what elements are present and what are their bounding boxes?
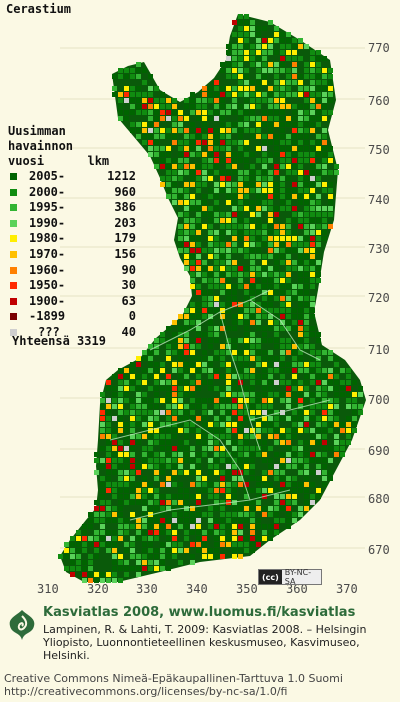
legend-row: -1899 0: [8, 309, 136, 325]
north-coordinate-label: 760: [368, 94, 390, 108]
north-coordinate-label: 680: [368, 492, 390, 506]
north-coordinate-label: 700: [368, 393, 390, 407]
legend-swatch: [10, 282, 17, 290]
legend-swatch: [10, 204, 17, 212]
footer-title: Kasviatlas 2008, www.luomus.fi/kasviatla…: [43, 605, 356, 620]
north-coordinate-label: 730: [368, 242, 390, 256]
east-coordinate-label: 370: [336, 582, 358, 596]
north-coordinate-label: 720: [368, 291, 390, 305]
east-coordinate-label: 330: [136, 582, 158, 596]
east-coordinate-label: 360: [286, 582, 308, 596]
kasviatlas-logo-icon: [9, 610, 35, 640]
legend-row: 1960- 90: [8, 262, 136, 279]
legend-swatch: [10, 313, 17, 321]
east-coordinate-label: 350: [236, 582, 258, 596]
legend-row: 1950- 30: [8, 278, 136, 294]
legend-count: 156: [114, 246, 136, 261]
north-coordinate-label: 750: [368, 143, 390, 157]
legend-total: Yhteensä 3319: [12, 334, 106, 348]
legend-heading-2: havainnon: [8, 139, 74, 153]
legend-count: 386: [114, 200, 136, 215]
legend-count: 960: [114, 184, 136, 199]
legend-row: 1995- 386: [8, 200, 136, 216]
legend-count: 90: [121, 262, 136, 277]
legend-count: 179: [114, 231, 136, 246]
east-coordinate-label: 310: [37, 582, 59, 596]
footer-citation: Lampinen, R. & Lahti, T. 2009: Kasviatla…: [43, 623, 367, 662]
legend-year: 2000-: [29, 184, 66, 199]
observation-cells: [58, 14, 363, 583]
license-text: Creative Commons Nimeä-Epäkaupallinen-Ta…: [4, 672, 343, 685]
legend-count: 203: [114, 215, 136, 230]
legend-year: 2005-: [29, 169, 66, 183]
legend-row: 2000- 960: [8, 184, 136, 201]
legend-year: ???: [38, 324, 60, 339]
legend-swatch: [10, 297, 17, 305]
legend-year: -1899: [29, 309, 66, 324]
east-coordinate-label: 340: [186, 582, 208, 596]
legend-heading-3: vuosi lkm: [8, 154, 110, 168]
species-title: Cerastium: [6, 2, 72, 16]
legend-swatch: [10, 266, 17, 274]
legend-count: 63: [121, 293, 136, 308]
footer: Kasviatlas 2008, www.luomus.fi/kasviatla…: [0, 602, 400, 702]
legend-row: 2005- 1212: [8, 169, 136, 185]
legend-swatch: [10, 250, 17, 258]
legend-swatch: [10, 235, 17, 243]
legend-swatch: [10, 173, 17, 180]
legend-swatch: [10, 188, 17, 196]
cc-icon: (cc): [259, 570, 282, 584]
north-coordinate-label: 670: [368, 543, 390, 557]
legend-count: 1212: [107, 169, 136, 183]
legend-swatch: [10, 328, 17, 336]
cc-badge-text: BY-NC-SA: [284, 568, 312, 586]
legend-year: 1990-: [29, 215, 66, 230]
legend-row: 1900- 63: [8, 293, 136, 310]
legend-row: 1980- 179: [8, 231, 136, 247]
legend-count: 30: [121, 278, 136, 293]
legend-year: 1900-: [29, 293, 66, 308]
legend-year: 1960-: [29, 262, 66, 277]
north-coordinate-label: 740: [368, 193, 390, 207]
footer-license: Creative Commons Nimeä-Epäkaupallinen-Ta…: [4, 672, 343, 698]
north-coordinate-label: 770: [368, 41, 390, 55]
cc-license-badge[interactable]: (cc) BY-NC-SA: [258, 568, 322, 586]
north-coordinate-label: 710: [368, 343, 390, 357]
legend-row: 1990- 203: [8, 215, 136, 232]
legend-year: 1995-: [29, 200, 66, 215]
north-coordinate-label: 690: [368, 444, 390, 458]
legend-heading-1: Uusimman: [8, 124, 66, 138]
province-borders: [109, 289, 331, 521]
legend-row: 1970- 156: [8, 246, 136, 263]
legend: Uusimman havainnon vuosi lkm 2005- 1212 20…: [8, 124, 136, 348]
legend-count: 40: [121, 324, 136, 339]
distribution-map: [58, 14, 366, 583]
license-url[interactable]: http://creativecommons.org/licenses/by-n…: [4, 685, 288, 698]
legend-count: 0: [128, 309, 136, 324]
legend-row: ??? 40: [8, 324, 136, 341]
legend-swatch: [10, 219, 17, 227]
legend-year: 1970-: [29, 246, 66, 261]
legend-year: 1980-: [29, 231, 66, 246]
legend-year: 1950-: [29, 278, 66, 293]
east-coordinate-label: 320: [87, 582, 109, 596]
